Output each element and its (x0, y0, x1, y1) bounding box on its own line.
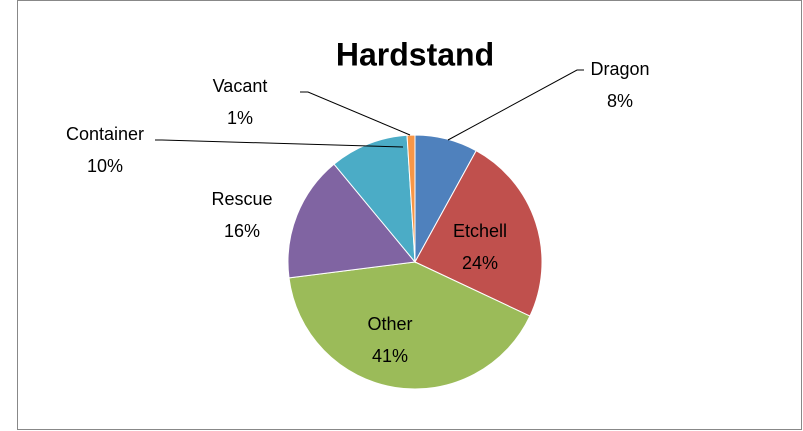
category-label: Dragon (590, 59, 649, 79)
chart-title: Hardstand (336, 36, 494, 72)
category-label: Rescue (211, 189, 272, 209)
category-label: Etchell (453, 221, 507, 241)
pie-slice (288, 261, 531, 390)
value-label: 41% (372, 346, 408, 366)
leader-line (447, 69, 584, 141)
category-label: Vacant (213, 76, 268, 96)
pie-slice (287, 163, 416, 279)
pie-slice (406, 134, 416, 263)
pie-slice (414, 150, 543, 317)
leader-line (300, 91, 411, 136)
category-label: Container (66, 124, 144, 144)
pie-slice (333, 134, 416, 264)
category-label: Other (367, 314, 412, 334)
leader-line (155, 139, 404, 148)
value-label: 1% (227, 108, 253, 128)
value-label: 16% (224, 221, 260, 241)
value-label: 8% (607, 91, 633, 111)
value-label: 10% (87, 156, 123, 176)
value-label: 24% (462, 253, 498, 273)
